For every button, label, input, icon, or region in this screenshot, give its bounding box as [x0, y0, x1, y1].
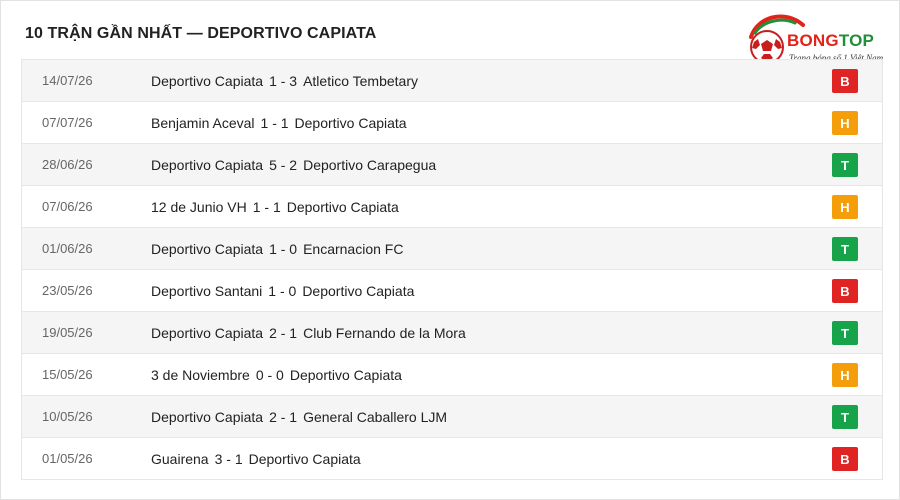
- home-team: Deportivo Capiata: [151, 408, 264, 425]
- result-badge: B: [832, 69, 858, 93]
- match-score: 1 - 1: [252, 198, 281, 215]
- match-date: 19/05/26: [42, 325, 93, 340]
- match-score: 1 - 1: [260, 114, 289, 131]
- match-date: 23/05/26: [42, 283, 93, 298]
- match-fixture: Guairena 3 - 1 Deportivo Capiata: [151, 451, 361, 467]
- brand-tagline: Trang bóng số 1 Việt Nam: [789, 53, 884, 63]
- match-list: 14/07/26 Deportivo Capiata 1 - 3 Atletico T…: [21, 59, 883, 480]
- away-team: Deportivo Capiata: [286, 198, 399, 215]
- home-team: Deportivo Capiata: [151, 240, 264, 257]
- match-score: 2 - 1: [269, 324, 298, 341]
- match-row[interactable]: 23/05/26 Deportivo Santani 1 - 0 Deportivo …: [22, 270, 882, 312]
- match-fixture: 12 de Junio VH 1 - 1 Deportivo Capiata: [151, 199, 399, 215]
- match-fixture: Deportivo Capiata 5 - 2 Deportivo Carapegu…: [151, 157, 436, 173]
- match-fixture: Deportivo Capiata 1 - 0 Encarnacion FC: [151, 241, 403, 257]
- match-date: 01/05/26: [42, 451, 93, 466]
- match-fixture: Deportivo Santani 1 - 0 Deportivo Capiata: [151, 283, 414, 299]
- result-badge: T: [832, 237, 858, 261]
- home-team: Deportivo Capiata: [151, 156, 264, 173]
- result-badge: T: [832, 405, 858, 429]
- match-date: 10/05/26: [42, 409, 93, 424]
- match-row[interactable]: 10/05/26 Deportivo Capiata 2 - 1 General Ca…: [22, 396, 882, 438]
- match-score: 1 - 3: [269, 72, 298, 89]
- result-badge: H: [832, 195, 858, 219]
- match-row[interactable]: 07/06/26 12 de Junio VH 1 - 1 Deportivo Cap…: [22, 186, 882, 228]
- match-date: 15/05/26: [42, 367, 93, 382]
- result-badge: T: [832, 153, 858, 177]
- match-score: 5 - 2: [269, 156, 298, 173]
- match-row[interactable]: 01/06/26 Deportivo Capiata 1 - 0 Encarnacio…: [22, 228, 882, 270]
- match-date: 07/07/26: [42, 115, 93, 130]
- brand-logo[interactable]: BONGTOP Trang bóng số 1 Việt Nam: [745, 9, 891, 71]
- result-badge: H: [832, 111, 858, 135]
- match-score: 2 - 1: [269, 408, 298, 425]
- match-row[interactable]: 28/06/26 Deportivo Capiata 5 - 2 Deportivo …: [22, 144, 882, 186]
- soccer-ball-icon: [749, 14, 805, 64]
- match-fixture: Deportivo Capiata 2 - 1 Club Fernando de l…: [151, 325, 466, 341]
- away-team: Encarnacion FC: [303, 240, 404, 257]
- match-row[interactable]: 07/07/26 Benjamin Aceval 1 - 1 Deportivo Ca…: [22, 102, 882, 144]
- match-row[interactable]: 15/05/26 3 de Noviembre 0 - 0 Deportivo Cap…: [22, 354, 882, 396]
- away-team: Atletico Tembetary: [303, 72, 418, 89]
- home-team: Guairena: [151, 450, 209, 467]
- away-team: Deportivo Capiata: [289, 366, 402, 383]
- result-badge: H: [832, 363, 858, 387]
- home-team: Deportivo Capiata: [151, 324, 264, 341]
- match-score: 1 - 0: [269, 240, 298, 257]
- match-row[interactable]: 14/07/26 Deportivo Capiata 1 - 3 Atletico T…: [22, 60, 882, 102]
- away-team: Deportivo Capiata: [248, 450, 361, 467]
- match-date: 01/06/26: [42, 241, 93, 256]
- home-team: 12 de Junio VH: [151, 198, 247, 215]
- away-team: Deportivo Capiata: [294, 114, 407, 131]
- home-team: 3 de Noviembre: [151, 366, 250, 383]
- result-badge: B: [832, 279, 858, 303]
- match-date: 28/06/26: [42, 157, 93, 172]
- match-score: 1 - 0: [268, 282, 297, 299]
- match-fixture: Benjamin Aceval 1 - 1 Deportivo Capiata: [151, 115, 407, 131]
- brand-name: BONGTOP: [787, 31, 874, 51]
- match-date: 14/07/26: [42, 73, 93, 88]
- match-fixture: Deportivo Capiata 1 - 3 Atletico Tembetary: [151, 73, 418, 89]
- match-date: 07/06/26: [42, 199, 93, 214]
- away-team: Deportivo Capiata: [302, 282, 415, 299]
- page-title: 10 TRẬN GẦN NHẤT — DEPORTIVO CAPIATA: [25, 25, 377, 42]
- result-badge: T: [832, 321, 858, 345]
- match-score: 0 - 0: [255, 366, 284, 383]
- result-badge: B: [832, 447, 858, 471]
- home-team: Deportivo Capiata: [151, 72, 264, 89]
- home-team: Deportivo Santani: [151, 282, 263, 299]
- home-team: Benjamin Aceval: [151, 114, 255, 131]
- brand-name-part1: BONG: [787, 31, 839, 50]
- match-fixture: Deportivo Capiata 2 - 1 General Caballero …: [151, 409, 447, 425]
- match-row[interactable]: 01/05/26 Guairena 3 - 1 Deportivo Capiata B: [22, 438, 882, 480]
- match-row[interactable]: 19/05/26 Deportivo Capiata 2 - 1 Club Ferna…: [22, 312, 882, 354]
- away-team: Club Fernando de la Mora: [303, 324, 466, 341]
- match-score: 3 - 1: [214, 450, 243, 467]
- away-team: Deportivo Carapegua: [303, 156, 437, 173]
- brand-name-part2: TOP: [838, 31, 875, 50]
- away-team: General Caballero LJM: [303, 408, 448, 425]
- match-fixture: 3 de Noviembre 0 - 0 Deportivo Capiata: [151, 367, 402, 383]
